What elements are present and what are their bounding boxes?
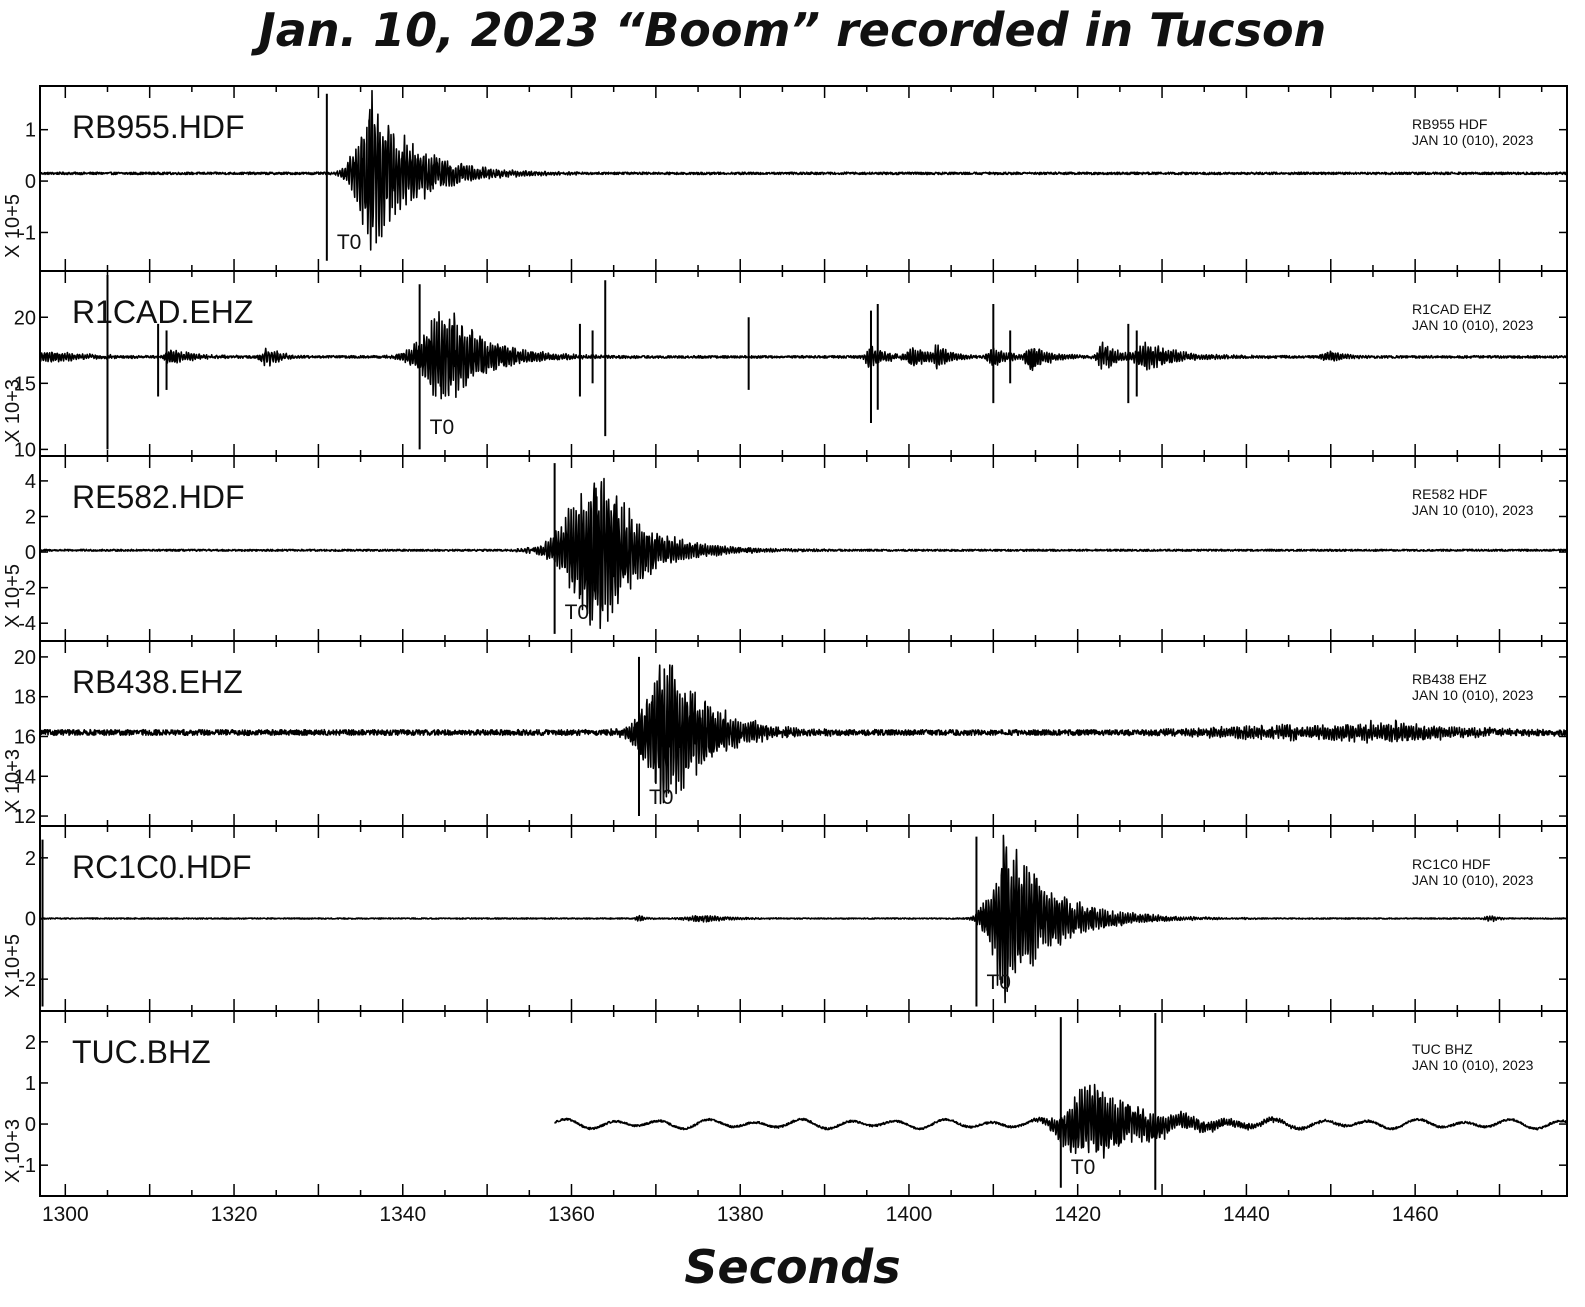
station-label: R1CAD.EHZ bbox=[72, 294, 253, 330]
y-tick-label: -2 bbox=[18, 969, 36, 991]
station-label: RE582.HDF bbox=[72, 479, 245, 515]
chart-title: Jan. 10, 2023 “Boom” recorded in Tucson bbox=[258, 3, 1327, 57]
y-tick-label: 0 bbox=[25, 909, 36, 931]
y-tick-label: 4 bbox=[25, 471, 36, 493]
y-axis-scale-label: X 10+5 bbox=[2, 194, 24, 258]
waveform-trace bbox=[39, 664, 1568, 805]
trace-header-line1: R1CAD EHZ bbox=[1412, 301, 1492, 317]
trace-header-line1: TUC BHZ bbox=[1412, 1041, 1473, 1057]
station-label: RC1C0.HDF bbox=[72, 849, 252, 885]
trace-header-line2: JAN 10 (010), 2023 bbox=[1412, 502, 1534, 518]
x-tick-label: 1360 bbox=[548, 1203, 595, 1226]
waveform-trace bbox=[39, 834, 1568, 1004]
y-tick-label: 10 bbox=[14, 439, 36, 461]
y-axis-scale-label: X 10+3 bbox=[2, 1119, 24, 1183]
x-tick-label: 1380 bbox=[717, 1203, 764, 1226]
y-tick-label: 15 bbox=[14, 373, 36, 395]
panel-frame bbox=[39, 455, 1568, 642]
x-tick-label: 1400 bbox=[886, 1203, 933, 1226]
y-tick-label: -1 bbox=[18, 222, 36, 244]
station-label: RB955.HDF bbox=[72, 109, 245, 145]
y-tick-label: 20 bbox=[14, 307, 36, 329]
trace-header-line1: RB955 HDF bbox=[1412, 116, 1487, 132]
t0-label: T0 bbox=[337, 231, 362, 254]
t0-label: T0 bbox=[430, 416, 455, 439]
x-tick-label: 1300 bbox=[42, 1203, 89, 1226]
station-label: RB438.EHZ bbox=[72, 664, 243, 700]
x-tick-label: 1420 bbox=[1054, 1203, 1101, 1226]
y-tick-label: 0 bbox=[25, 542, 36, 564]
y-tick-label: 18 bbox=[14, 687, 36, 709]
y-tick-label: 20 bbox=[14, 647, 36, 669]
trace-header-line2: JAN 10 (010), 2023 bbox=[1412, 687, 1534, 703]
panel-frame bbox=[39, 85, 1568, 272]
y-tick-label: 14 bbox=[14, 766, 36, 788]
t0-label: T0 bbox=[1071, 1156, 1096, 1179]
x-tick-label: 1440 bbox=[1223, 1203, 1270, 1226]
y-tick-label: 1 bbox=[25, 1073, 36, 1095]
y-axis-scale-label: X 10+3 bbox=[2, 379, 24, 443]
t0-label: T0 bbox=[565, 601, 590, 624]
y-tick-label: 12 bbox=[14, 806, 36, 828]
y-tick-label: -1 bbox=[18, 1155, 36, 1177]
trace-header-line1: RE582 HDF bbox=[1412, 486, 1487, 502]
y-axis-scale-label: X 10+3 bbox=[2, 749, 24, 813]
t0-label: T0 bbox=[649, 786, 674, 809]
y-tick-label: 0 bbox=[25, 1114, 36, 1136]
trace-header-line2: JAN 10 (010), 2023 bbox=[1412, 1057, 1534, 1073]
waveform-trace bbox=[39, 311, 1568, 400]
trace-header-line2: JAN 10 (010), 2023 bbox=[1412, 317, 1534, 333]
station-label: TUC.BHZ bbox=[72, 1034, 211, 1070]
trace-header-line1: RB438 EHZ bbox=[1412, 671, 1487, 687]
trace-header-line1: RC1C0 HDF bbox=[1412, 856, 1491, 872]
y-axis-scale-label: X 10+5 bbox=[2, 934, 24, 998]
trace-header-line2: JAN 10 (010), 2023 bbox=[1412, 132, 1534, 148]
y-tick-label: 0 bbox=[25, 171, 36, 193]
t0-label: T0 bbox=[986, 971, 1011, 994]
waveform-trace bbox=[39, 477, 1568, 630]
panel-frame bbox=[39, 1010, 1568, 1197]
trace-header-line2: JAN 10 (010), 2023 bbox=[1412, 872, 1534, 888]
panel-rb438-ehz: 12 14 16 18 20 X 10+3 T0 RB438.EHZ RB438 EHZJAN … bbox=[2, 640, 1568, 828]
x-tick-label: 1460 bbox=[1392, 1203, 1439, 1226]
x-tick-label: 1320 bbox=[211, 1203, 258, 1226]
y-tick-label: 2 bbox=[25, 848, 36, 870]
y-tick-label: -4 bbox=[18, 613, 36, 635]
y-tick-label: 2 bbox=[25, 1032, 36, 1054]
x-axis-label: Seconds bbox=[684, 1240, 901, 1294]
y-tick-label: 1 bbox=[25, 120, 36, 142]
waveform-trace bbox=[39, 89, 1568, 251]
y-tick-label: -2 bbox=[18, 578, 36, 600]
y-axis-scale-label: X 10+5 bbox=[2, 564, 24, 628]
y-tick-label: 16 bbox=[14, 726, 36, 748]
y-tick-label: 2 bbox=[25, 506, 36, 528]
x-tick-label: 1340 bbox=[379, 1203, 426, 1226]
